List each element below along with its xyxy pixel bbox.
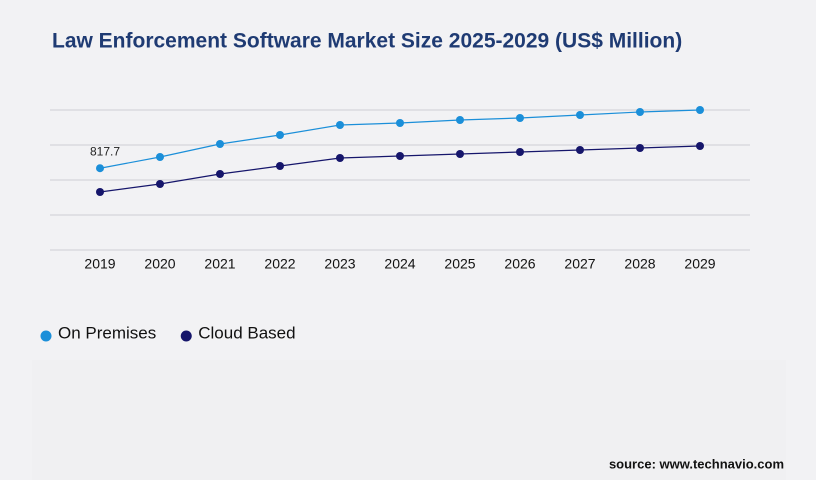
data-point (396, 119, 404, 127)
chart-title: Law Enforcement Software Market Size 202… (52, 30, 682, 53)
data-point (276, 131, 284, 139)
data-point (516, 114, 524, 122)
legend-label: On Premises (58, 323, 156, 342)
data-point (336, 121, 344, 129)
data-point (696, 142, 704, 150)
data-point (96, 164, 104, 173)
data-point (516, 148, 524, 156)
data-point (576, 111, 584, 119)
legend-marker (180, 330, 192, 342)
legend-label: Cloud Based (198, 323, 295, 342)
data-point (576, 146, 584, 154)
legend-marker (40, 330, 52, 342)
x-tick-label: 2028 (624, 256, 655, 272)
x-tick-label: 2024 (384, 256, 415, 272)
data-point (156, 180, 164, 188)
x-tick-label: 2029 (684, 256, 715, 272)
data-point (636, 108, 644, 116)
data-point (696, 106, 704, 114)
data-point (216, 170, 224, 178)
data-point (276, 162, 284, 170)
x-tick-label: 2019 (84, 256, 115, 272)
data-point (216, 140, 224, 148)
data-label: 817.7 (90, 144, 120, 158)
data-point (456, 150, 464, 158)
x-tick-label: 2023 (324, 256, 355, 272)
x-tick-label: 2020 (144, 256, 175, 272)
data-point (156, 153, 164, 161)
x-tick-label: 2025 (444, 256, 475, 272)
x-tick-label: 2026 (504, 256, 535, 272)
source-note: source: www.technavio.com (609, 456, 784, 471)
panel (32, 360, 786, 480)
data-point (96, 188, 104, 196)
x-tick-label: 2021 (204, 256, 235, 272)
data-point (636, 144, 644, 152)
data-point (456, 116, 464, 124)
data-point (396, 152, 404, 160)
x-tick-label: 2027 (564, 256, 595, 272)
x-tick-label: 2022 (264, 256, 295, 272)
data-point (336, 154, 344, 162)
